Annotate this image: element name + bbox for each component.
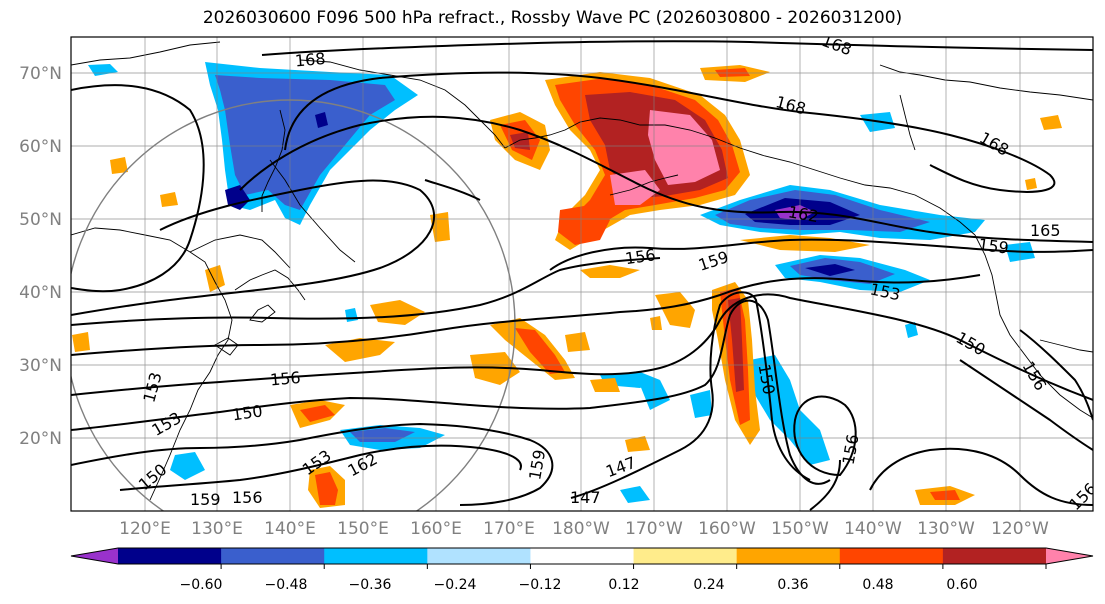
lat-label: 20°N [19, 429, 62, 449]
radius-circle [71, 99, 516, 511]
colorbar-tick-label: 0.12 [608, 577, 639, 593]
colorbar-tick-label: −0.48 [265, 577, 308, 593]
colorbar-tick-label: −0.12 [519, 577, 562, 593]
colorbar-segment [633, 548, 738, 564]
height-contours [71, 40, 1093, 511]
lat-label: 70°N [19, 64, 62, 84]
colorbar-tick-label: 0.60 [946, 577, 977, 593]
colorbar-ticks [220, 564, 1047, 569]
colorbar-tick-label: −0.24 [434, 577, 477, 593]
lon-label: 170°W [625, 519, 683, 539]
lon-label: 120°W [991, 519, 1049, 539]
lon-label: 150°W [771, 519, 829, 539]
colorbar-segment [118, 548, 222, 564]
contour-label: 159 [977, 235, 1010, 258]
colorbar-tick-label: −0.60 [180, 577, 223, 593]
colorbar-segment [530, 548, 635, 564]
lat-label: 40°N [19, 283, 62, 303]
contour-label: 159 [190, 490, 221, 509]
lon-label: 130°W [917, 519, 975, 539]
colorbar-tick-label: 0.48 [862, 577, 893, 593]
lon-label: 160°W [698, 519, 756, 539]
lat-label: 50°N [19, 210, 62, 230]
contour-label: 168 [294, 49, 326, 71]
contour-label: 165 [1030, 221, 1061, 240]
contour-label: 150 [231, 401, 264, 424]
colorbar-segments [71, 548, 1093, 564]
colorbar-tick-label: 0.36 [777, 577, 808, 593]
contour-label: 147 [570, 488, 601, 507]
colorbar-segment [324, 548, 428, 564]
map-title: 2026030600 F096 500 hPa refract., Rossby… [202, 8, 903, 28]
colorbar-segment [427, 548, 531, 564]
colorbar-tick-labels: −0.60 −0.48 −0.36 −0.24 −0.12 0.12 0.24 … [180, 577, 978, 593]
contour-label: 156 [232, 488, 263, 507]
colorbar-segment [221, 548, 325, 564]
lon-label: 130°E [191, 519, 243, 539]
lat-label: 60°N [19, 137, 62, 157]
colorbar: −0.60 −0.48 −0.36 −0.24 −0.12 0.12 0.24 … [70, 547, 1094, 593]
colorbar-tick-label: 0.24 [693, 577, 724, 593]
colorbar-outline [70, 547, 1094, 565]
longitude-labels: 120°E 130°E 140°E 150°E 160°E 170°E 180°… [119, 519, 1049, 539]
colorbar-segment [942, 548, 1047, 564]
colorbar-segment [839, 548, 944, 564]
latitude-labels: 20°N 30°N 40°N 50°N 60°N 70°N [19, 64, 62, 449]
lon-label: 140°W [844, 519, 902, 539]
lat-label: 30°N [19, 356, 62, 376]
lon-label: 150°E [337, 519, 389, 539]
lon-label: 180°W [552, 519, 610, 539]
contour-label: 156 [624, 245, 657, 268]
colorbar-extend-min [71, 548, 118, 564]
lon-label: 160°E [410, 519, 462, 539]
lon-label: 170°E [483, 519, 535, 539]
plot-frame [70, 36, 1094, 512]
colorbar-tick-label: −0.36 [349, 577, 392, 593]
contour-label: 156 [269, 368, 301, 390]
lon-label: 120°E [119, 519, 171, 539]
colorbar-extend-max [1046, 548, 1093, 564]
lon-label: 140°E [264, 519, 316, 539]
colorbar-segment [736, 548, 841, 564]
